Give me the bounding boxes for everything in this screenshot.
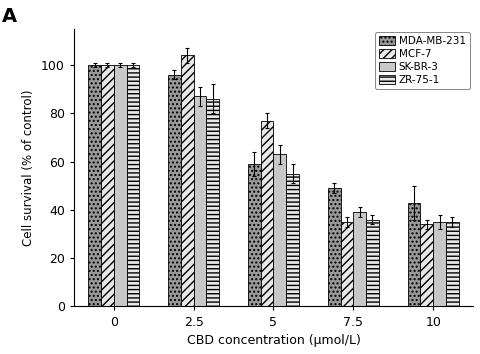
X-axis label: CBD concentration (μmol/L): CBD concentration (μmol/L) <box>187 334 360 347</box>
Bar <box>366 219 379 307</box>
Bar <box>446 222 459 307</box>
Bar <box>408 202 420 307</box>
Bar <box>420 224 433 307</box>
Bar <box>181 55 193 307</box>
Bar <box>114 65 127 307</box>
Y-axis label: Cell survival (% of control): Cell survival (% of control) <box>23 89 36 246</box>
Bar <box>261 120 274 307</box>
Bar <box>274 154 286 307</box>
Bar <box>193 96 206 307</box>
Bar <box>340 222 353 307</box>
Bar <box>88 65 101 307</box>
Text: A: A <box>2 6 17 25</box>
Bar <box>286 174 299 307</box>
Legend: MDA-MB-231, MCF-7, SK-BR-3, ZR-75-1: MDA-MB-231, MCF-7, SK-BR-3, ZR-75-1 <box>375 32 470 89</box>
Bar <box>127 65 139 307</box>
Bar <box>433 222 446 307</box>
Bar <box>206 99 219 307</box>
Bar <box>168 75 181 307</box>
Bar <box>248 164 261 307</box>
Bar <box>101 65 114 307</box>
Bar <box>328 188 340 307</box>
Bar <box>353 212 366 307</box>
